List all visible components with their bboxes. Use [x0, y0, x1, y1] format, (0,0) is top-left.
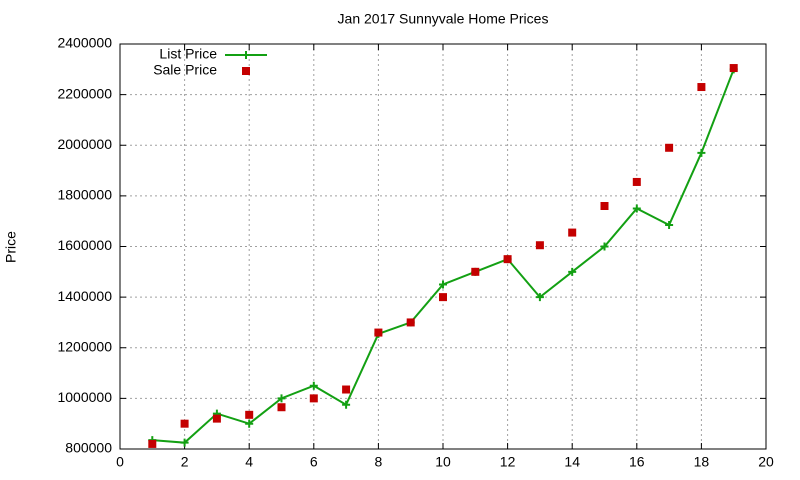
- x-tick-label: 16: [629, 454, 645, 470]
- legend-label: List Price: [159, 46, 217, 62]
- y-axis-label: Price: [3, 231, 19, 263]
- square-marker: [309, 394, 318, 403]
- legend-label: Sale Price: [153, 62, 217, 78]
- y-tick-label: 2000000: [57, 136, 112, 152]
- plus-marker: [632, 204, 641, 213]
- x-tick-label: 18: [694, 454, 710, 470]
- plus-marker: [180, 438, 189, 447]
- y-tick-label: 1600000: [57, 237, 112, 253]
- square-marker: [374, 328, 383, 337]
- x-tick-label: 20: [758, 454, 774, 470]
- x-tick-label: 12: [500, 454, 516, 470]
- square-marker: [697, 83, 706, 92]
- square-marker: [245, 410, 254, 419]
- square-marker: [503, 255, 512, 264]
- x-tick-label: 14: [564, 454, 580, 470]
- plus-marker: [309, 381, 318, 390]
- x-tick-label: 6: [310, 454, 318, 470]
- square-marker: [212, 414, 221, 423]
- square-marker: [180, 419, 189, 428]
- plus-marker: [665, 220, 674, 229]
- square-marker: [471, 267, 480, 276]
- plus-marker: [697, 148, 706, 157]
- plus-marker: [277, 394, 286, 403]
- square-marker: [665, 143, 674, 152]
- x-tick-label: 8: [375, 454, 383, 470]
- plus-marker: [600, 242, 609, 251]
- square-marker: [242, 67, 250, 75]
- y-tick-label: 1000000: [57, 389, 112, 405]
- plus-marker: [245, 419, 254, 428]
- x-tick-label: 2: [181, 454, 189, 470]
- plus-marker: [439, 280, 447, 289]
- square-marker: [568, 228, 577, 237]
- square-marker: [406, 318, 415, 327]
- square-marker: [277, 403, 286, 412]
- y-tick-label: 1800000: [57, 187, 112, 203]
- square-marker: [600, 202, 609, 210]
- square-marker: [439, 293, 447, 302]
- x-tick-label: 10: [435, 454, 451, 470]
- square-marker: [148, 439, 157, 448]
- y-tick-label: 1200000: [57, 338, 112, 354]
- chart-title: Jan 2017 Sunnyvale Home Prices: [338, 11, 549, 27]
- x-tick-label: 4: [245, 454, 253, 470]
- y-tick-label: 1400000: [57, 288, 112, 304]
- plus-marker: [535, 293, 544, 302]
- y-tick-label: 2200000: [57, 85, 112, 101]
- square-marker: [632, 177, 641, 186]
- plot-border: [119, 43, 767, 450]
- plus-marker: [342, 400, 351, 409]
- plus-marker: [242, 51, 250, 59]
- y-tick-label: 2400000: [57, 35, 112, 51]
- square-marker: [729, 64, 738, 73]
- y-tick-label: 800000: [65, 440, 112, 456]
- x-tick-label: 0: [116, 454, 124, 470]
- square-marker: [342, 385, 351, 394]
- square-marker: [535, 241, 544, 250]
- plus-marker: [568, 267, 577, 276]
